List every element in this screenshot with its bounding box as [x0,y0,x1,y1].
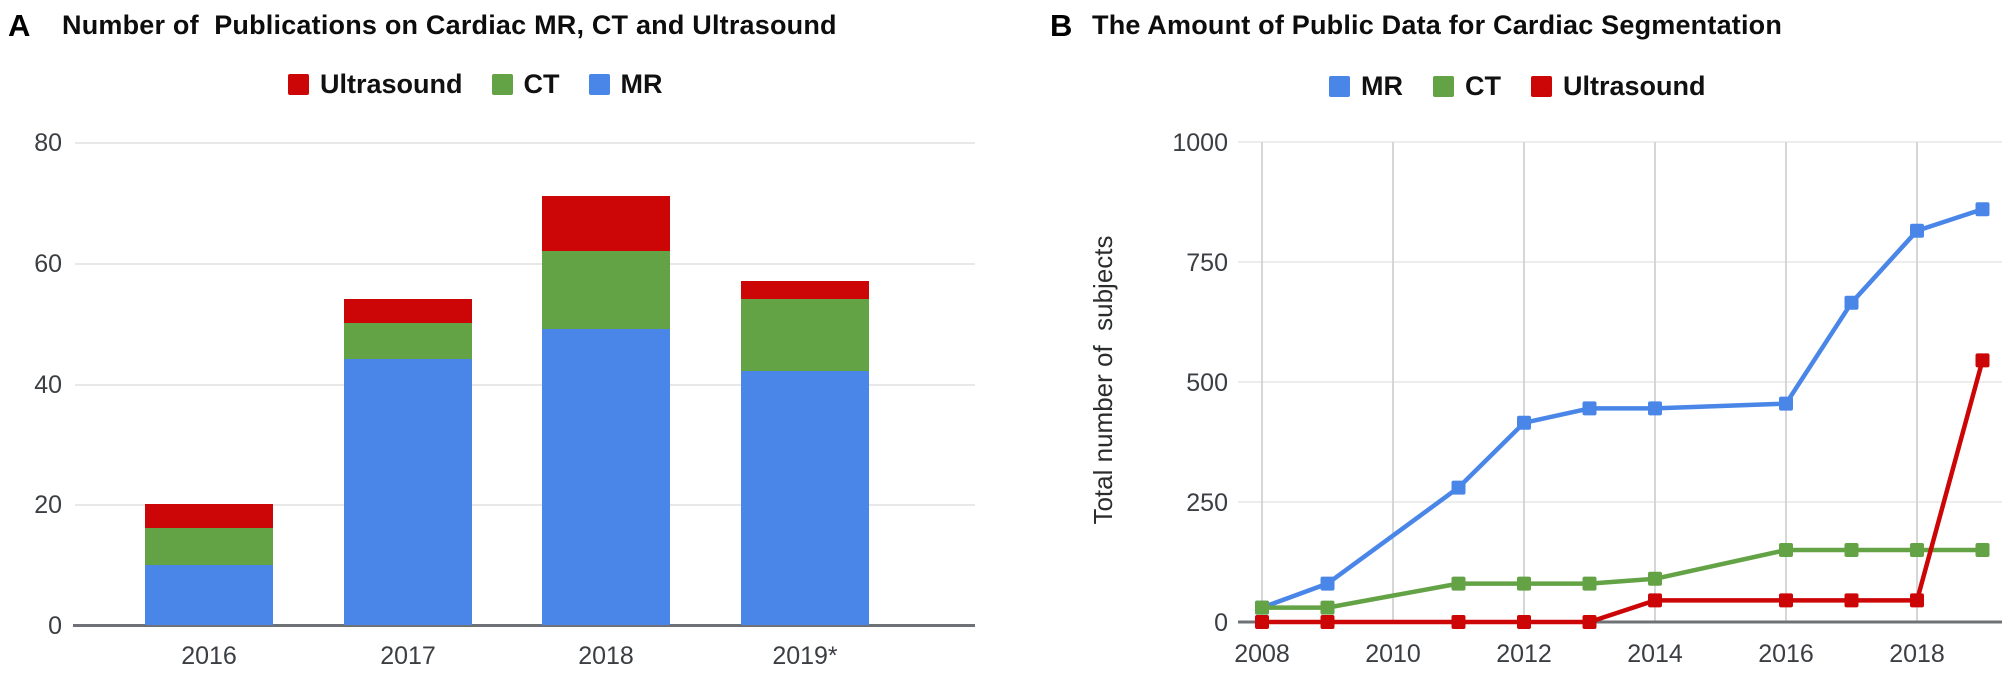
a-gridline-20 [75,504,975,507]
series-marker-mr-2009 [1320,576,1335,591]
bar-segment-ct-2016 [145,528,273,565]
a-xtick-2016: 2016 [181,642,237,670]
series-marker-ct-2019 [1975,543,1990,557]
panel-b-label: B [1050,8,1073,43]
b-xtick-2018: 2018 [1889,640,1945,668]
b-legend-swatch-mr [1329,76,1350,97]
series-marker-ultrasound-2012 [1517,615,1531,629]
a-legend-swatch-ultrasound [288,74,309,95]
b-legend-label: Ultrasound [1563,71,1706,101]
series-marker-ultrasound-2014 [1648,593,1662,608]
b-legend-label: CT [1465,71,1501,101]
b-ytick-750: 750 [1186,249,1228,277]
a-legend-item-ultrasound: Ultrasound [288,69,463,100]
a-ytick-80: 80 [34,129,62,157]
series-marker-ct-2013 [1582,576,1597,591]
series-marker-ct-2008 [1255,600,1269,615]
series-marker-mr-2011 [1451,480,1466,495]
bar-segment-ct-2019* [741,298,869,372]
b-legend-item-ultrasound: Ultrasound [1531,71,1706,102]
series-marker-mr-2018 [1910,223,1924,238]
b-xtick-2016: 2016 [1758,640,1814,668]
a-x-axis-line [73,624,975,627]
bar-segment-mr-2019* [741,371,869,625]
b-ytick-500: 500 [1186,369,1228,397]
panel-b-title: The Amount of Public Data for Cardiac Se… [1092,10,1783,40]
b-xtick-2010: 2010 [1365,640,1421,668]
series-marker-ct-2009 [1320,600,1335,615]
b-legend-item-ct: CT [1433,71,1501,102]
a-xtick-2017: 2017 [380,642,436,670]
bar-segment-ct-2017 [344,323,472,360]
bar-segment-mr-2017 [344,359,472,625]
a-gridline-60 [75,262,975,265]
panel-a-label: A [8,8,31,43]
b-ytick-250: 250 [1186,489,1228,517]
a-gridline-40 [75,383,975,386]
series-marker-ct-2012 [1517,576,1531,591]
series-marker-mr-2019 [1975,202,1990,217]
bar-chart-publications: 0 20 40 60 80 2016 2017 2018 2019* [34,129,975,670]
bar-segment-ultrasound-2016 [145,504,273,529]
bar-segment-ultrasound-2017 [344,298,472,324]
a-legend-item-mr: MR [588,69,663,100]
a-legend-swatch-mr [588,74,610,95]
bar-segment-ultrasound-2019* [741,280,869,299]
series-line-ct [1259,547,1985,610]
panel-b-legend: MR CT Ultrasound [1329,71,1706,102]
a-ytick-20: 20 [34,491,62,520]
series-marker-ultrasound-2016 [1779,593,1793,608]
bar-segment-ct-2018 [542,250,670,330]
a-ytick-60: 60 [34,249,62,278]
bar-segment-mr-2016 [145,564,273,625]
panel-a-legend: Ultrasound CT MR [288,69,663,100]
a-legend-label: CT [523,69,560,99]
b-xtick-2014: 2014 [1627,640,1683,668]
series-marker-ultrasound-2008 [1255,615,1269,629]
series-marker-ultrasound-2009 [1320,615,1335,629]
a-xtick-2019*: 2019* [772,642,838,670]
series-line-ultrasound [1259,358,1985,625]
a-ytick-40: 40 [34,370,62,399]
a-ytick-0: 0 [48,612,62,640]
b-legend-swatch-ct [1433,76,1454,97]
series-marker-mr-2012 [1517,415,1531,430]
series-marker-mr-2017 [1844,295,1859,310]
b-legend-swatch-ultrasound [1531,76,1552,97]
series-marker-ct-2011 [1451,576,1466,591]
bar-segment-ultrasound-2018 [542,196,670,251]
a-legend-label: MR [620,69,663,99]
panel-a-title: Number of Publications on Cardiac MR, CT… [62,10,837,40]
a-legend-label: Ultrasound [320,69,463,99]
b-xtick-2012: 2012 [1496,640,1552,668]
series-marker-mr-2013 [1582,401,1597,416]
a-gridline-80 [75,142,975,144]
a-legend-swatch-ct [491,74,513,95]
series-marker-ct-2016 [1779,543,1793,557]
bar-segment-mr-2018 [542,329,670,625]
series-marker-ct-2014 [1648,571,1662,586]
series-marker-ultrasound-2018 [1910,593,1924,608]
series-line-mr [1259,206,1985,610]
a-xtick-2018: 2018 [578,642,634,670]
a-legend-item-ct: CT [491,69,560,100]
series-marker-ct-2017 [1844,543,1859,557]
series-marker-ct-2018 [1910,543,1924,557]
b-legend-label: MR [1361,71,1403,101]
series-marker-ultrasound-2019 [1975,353,1990,368]
b-legend-item-mr: MR [1329,71,1403,102]
series-marker-mr-2014 [1648,401,1662,416]
b-ytick-0: 0 [1214,609,1228,637]
series-marker-ultrasound-2013 [1582,615,1597,629]
b-xtick-2008: 2008 [1234,640,1290,668]
series-marker-ultrasound-2011 [1451,615,1466,629]
series-marker-ultrasound-2017 [1844,593,1859,608]
series-marker-mr-2016 [1779,396,1793,411]
b-ytick-1000: 1000 [1172,129,1228,157]
